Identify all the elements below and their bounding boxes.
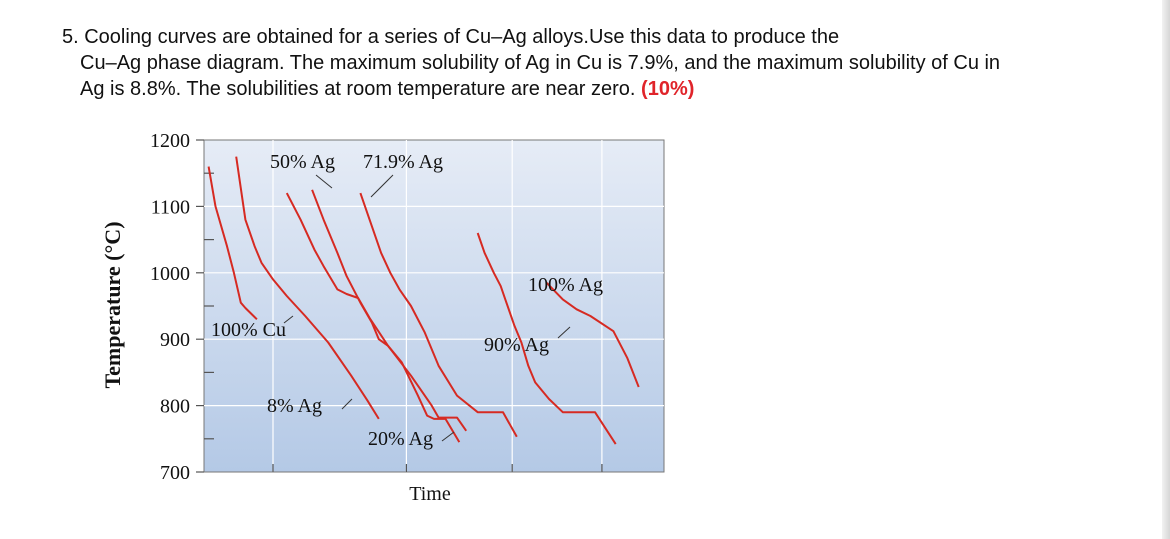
y-tick-label: 700: [160, 462, 190, 484]
cooling-curves-chart: 700 800 900 1000 1100 1200 50% Ag 71.9% Ag 100%…: [80, 125, 680, 515]
curve-label-100-cu: 100% Cu: [211, 319, 286, 341]
grid-lines: [204, 140, 664, 472]
curve-label-8-ag: 8% Ag: [267, 395, 322, 417]
label-leader-line: [315, 174, 333, 189]
cooling-curve-20-ag: [311, 189, 461, 443]
curve-label-100-ag: 100% Ag: [528, 274, 603, 296]
y-tick-label: 1100: [151, 196, 190, 218]
cooling-curve-100-cu: [207, 166, 258, 321]
label-leader-line: [283, 315, 294, 324]
question-line-1: 5. Cooling curves are obtained for a ser…: [62, 26, 840, 48]
curve-labels: 50% Ag 71.9% Ag 100% Ag 100% Cu 90% Ag 8% Ag 2…: [211, 151, 603, 450]
question-line-3-text: Ag is 8.8%. The solubilities at room tem…: [80, 78, 636, 100]
label-leader-line: [341, 398, 353, 410]
plot-area: [203, 139, 665, 473]
curve-label-50-ag: 50% Ag: [270, 151, 335, 173]
y-axis-label: Temperature (°C): [100, 221, 125, 388]
question-line-3: Ag is 8.8%. The solubilities at room tem…: [62, 76, 1142, 102]
label-leader-line: [441, 431, 455, 442]
axis-ticks: 700 800 900 1000 1100 1200: [150, 130, 603, 484]
cooling-curve-8-ag: [235, 156, 380, 420]
cooling-curves: [207, 156, 640, 445]
page-edge-shadow: [1162, 0, 1170, 539]
label-leader-line: [557, 326, 571, 339]
cooling-curve-90-ag: [476, 232, 617, 445]
curve-label-20-ag: 20% Ag: [368, 428, 433, 450]
y-tick-label: 900: [160, 329, 190, 351]
cooling-curve-100-ag: [545, 282, 640, 388]
x-axis-label: Time: [409, 483, 451, 505]
y-tick-label: 1200: [150, 130, 190, 152]
points-label: (10%): [641, 78, 695, 100]
label-leader-line: [370, 174, 394, 198]
curve-label-71-9-ag: 71.9% Ag: [363, 151, 443, 173]
y-tick-label: 800: [160, 396, 190, 418]
y-tick-label: 1000: [150, 263, 190, 285]
cooling-curve-71-9-ag: [359, 192, 518, 438]
question-line-2: Cu–Ag phase diagram. The maximum solubil…: [80, 52, 1001, 74]
question-text: 5. Cooling curves are obtained for a ser…: [62, 24, 1142, 102]
curve-label-90-ag: 90% Ag: [484, 334, 549, 356]
cooling-curves-svg: 700 800 900 1000 1100 1200 50% Ag 71.9% Ag 100%…: [100, 130, 665, 505]
